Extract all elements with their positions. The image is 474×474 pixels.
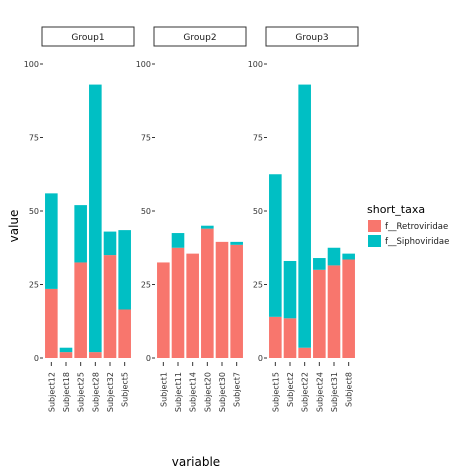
bar-fretroviridae bbox=[74, 262, 87, 358]
x-tick-label: Subject14 bbox=[189, 372, 198, 412]
bar-fsiphoviridae bbox=[171, 233, 185, 248]
y-tick-label: 0 bbox=[146, 354, 151, 363]
y-tick-label: 75 bbox=[253, 134, 263, 143]
bar-fsiphoviridae bbox=[327, 247, 341, 266]
bar-fretroviridae bbox=[201, 228, 214, 358]
bar-fretroviridae bbox=[59, 352, 73, 358]
legend-label: f__Siphoviridae bbox=[385, 237, 449, 247]
legend-key-fretroviridae bbox=[368, 220, 381, 232]
x-tick-label: Subject2 bbox=[286, 372, 295, 407]
legend-label: f__Retroviridae bbox=[385, 222, 448, 232]
y-tick-label: 25 bbox=[141, 281, 151, 290]
x-tick-label: Subject20 bbox=[203, 372, 212, 412]
bar-fsiphoviridae bbox=[342, 253, 355, 260]
bar-fretroviridae bbox=[157, 262, 170, 358]
x-tick-label: Subject18 bbox=[62, 372, 71, 412]
bar-fretroviridae bbox=[186, 253, 199, 358]
bar-fsiphoviridae bbox=[118, 230, 131, 310]
y-tick-label: 100 bbox=[248, 60, 263, 69]
bar-fsiphoviridae bbox=[313, 258, 326, 270]
x-tick-label: Subject5 bbox=[121, 372, 130, 407]
x-tick-label: Subject11 bbox=[174, 372, 183, 412]
bar-fretroviridae bbox=[298, 347, 311, 358]
bar-fsiphoviridae bbox=[74, 205, 87, 263]
bar-fsiphoviridae bbox=[269, 174, 282, 317]
x-tick-label: Subject24 bbox=[315, 372, 324, 412]
y-tick-label: 75 bbox=[141, 134, 151, 143]
bar-fretroviridae bbox=[171, 247, 185, 358]
facet-strip-label: Group3 bbox=[295, 33, 328, 43]
y-tick-label: 0 bbox=[34, 354, 39, 363]
bar-fsiphoviridae bbox=[298, 84, 311, 348]
x-tick-label: Subject25 bbox=[77, 372, 86, 412]
x-axis-title: variable bbox=[172, 455, 220, 469]
bar-fretroviridae bbox=[313, 269, 326, 358]
bar-fsiphoviridae bbox=[45, 193, 58, 289]
bar-fsiphoviridae bbox=[230, 241, 243, 245]
y-tick-label: 25 bbox=[253, 281, 263, 290]
x-tick-label: Subject15 bbox=[271, 372, 280, 412]
y-tick-label: 0 bbox=[258, 354, 263, 363]
facet-strip-group1 bbox=[41, 26, 135, 47]
y-tick-label: 100 bbox=[136, 60, 151, 69]
bar-fretroviridae bbox=[118, 309, 131, 358]
x-tick-label: Subject7 bbox=[233, 372, 242, 407]
x-tick-label: Subject8 bbox=[345, 372, 354, 407]
bar-fretroviridae bbox=[283, 318, 297, 358]
bar-fretroviridae bbox=[230, 244, 243, 358]
bar-fsiphoviridae bbox=[201, 225, 214, 229]
bar-fsiphoviridae bbox=[283, 260, 297, 319]
bar-fretroviridae bbox=[45, 288, 58, 358]
bar-fretroviridae bbox=[327, 265, 341, 358]
y-tick-label: 25 bbox=[29, 281, 39, 290]
x-tick-label: Subject28 bbox=[91, 372, 100, 412]
bar-fretroviridae bbox=[89, 352, 102, 358]
facet-strip-group3 bbox=[265, 26, 359, 47]
y-tick-label: 50 bbox=[29, 207, 39, 216]
x-tick-label: Subject32 bbox=[106, 372, 115, 412]
legend-key-fsiphoviridae bbox=[368, 235, 381, 247]
facet-strip-group2 bbox=[153, 26, 247, 47]
x-tick-label: Subject12 bbox=[47, 372, 56, 412]
x-tick-label: Subject31 bbox=[330, 372, 339, 412]
x-tick-label: Subject22 bbox=[301, 372, 310, 412]
facet-strip-label: Group2 bbox=[183, 33, 216, 43]
y-axis-title: value bbox=[7, 210, 21, 243]
x-tick-label: Subject30 bbox=[218, 372, 227, 412]
bar-fsiphoviridae bbox=[59, 347, 73, 353]
legend-title: short_taxa bbox=[367, 203, 425, 216]
y-tick-label: 75 bbox=[29, 134, 39, 143]
bar-fsiphoviridae bbox=[89, 84, 102, 353]
bar-fretroviridae bbox=[342, 259, 355, 358]
y-tick-label: 50 bbox=[141, 207, 151, 216]
bar-fsiphoviridae bbox=[103, 231, 117, 256]
bar-fretroviridae bbox=[215, 241, 229, 358]
x-tick-label: Subject1 bbox=[159, 372, 168, 407]
y-tick-label: 100 bbox=[24, 60, 39, 69]
bar-fretroviridae bbox=[103, 255, 117, 358]
y-tick-label: 50 bbox=[253, 207, 263, 216]
facet-strip-label: Group1 bbox=[71, 33, 104, 43]
bar-fretroviridae bbox=[269, 316, 282, 358]
